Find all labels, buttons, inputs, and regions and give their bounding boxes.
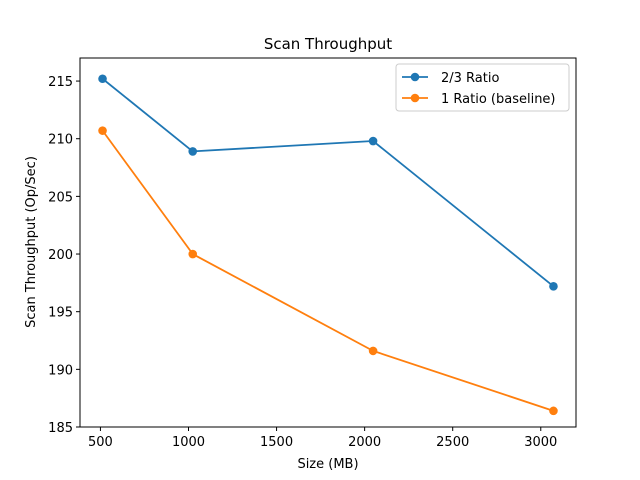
series-layer [98,74,558,416]
legend-label-2: 1 Ratio (baseline) [441,92,556,107]
data-point-1-4 [549,282,558,291]
ticks: 500 1000 1500 2000 2500 3000 185 190 195 200 205 21… [48,75,557,450]
legend-box [395,63,570,112]
y-tick-label: 215 [48,75,73,90]
data-point-2-3 [368,346,378,356]
x-axis-label: Size (MB) [297,457,358,472]
y-tick-label: 190 [48,363,73,378]
y-tick-label: 200 [48,248,73,263]
legend-marker-1 [410,72,420,82]
series-line-1 [101,78,555,288]
x-tick-label: 500 [88,435,113,450]
legend: 2/3 Ratio 1 Ratio (baseline) [395,63,570,112]
data-point-2-2 [188,249,198,259]
y-tick-label: 195 [48,306,73,321]
series-line-2 [101,130,554,412]
legend-marker-2 [410,93,420,103]
data-point-1-1 [98,74,107,84]
plot-frame [79,57,577,428]
x-tick-label: 2500 [436,435,469,450]
data-point-1-3 [368,136,378,146]
data-point-1-2 [188,147,198,156]
y-tick-label: 185 [48,421,73,436]
data-point-2-4 [549,406,558,416]
data-point-2-1 [98,126,107,135]
y-axis-label: Scan Throughput (Op/Sec) [24,156,39,328]
legend-label-1: 2/3 Ratio [441,71,499,86]
x-tick-label: 3000 [524,435,557,450]
x-tick-label: 1500 [260,435,293,450]
y-tick-label: 210 [48,133,73,148]
x-tick-label: 2000 [348,435,381,450]
y-tick-label: 205 [48,190,73,205]
x-tick-label: 1000 [172,435,205,450]
chart-title: Scan Throughput [264,35,392,53]
plot-area [80,58,576,427]
